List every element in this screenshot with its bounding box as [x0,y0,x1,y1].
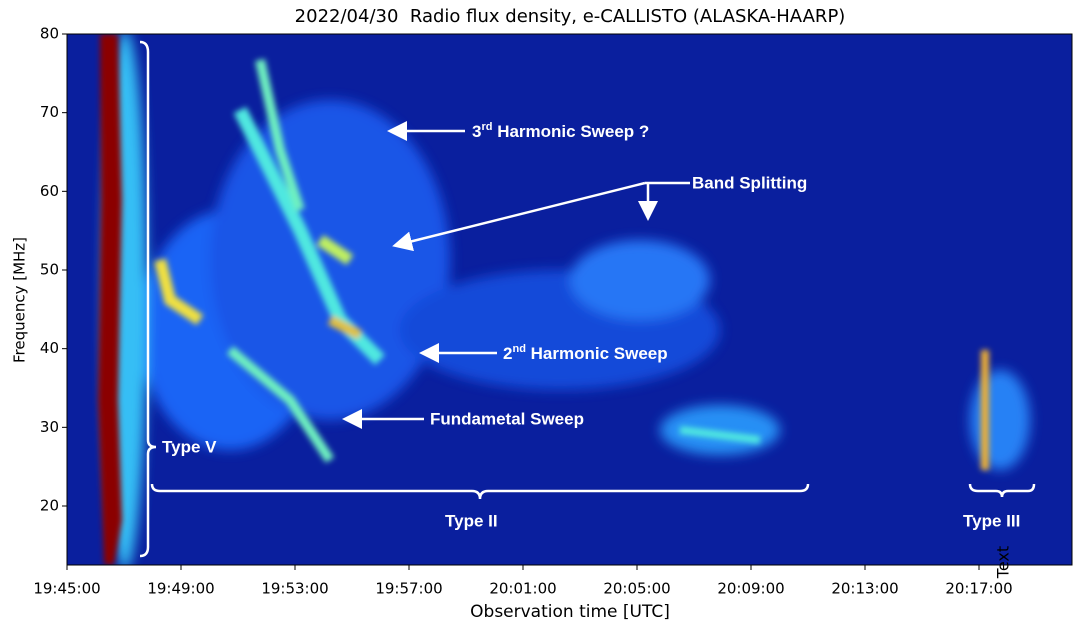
spectrogram-image [67,34,1072,565]
y-tick-label: 60 [40,182,59,200]
annotation: 3rd Harmonic Sweep ? [472,121,649,142]
y-axis-label: Frequency [MHz] [11,237,29,363]
annotation-text: nd [512,343,525,355]
y-tick-label: 70 [40,103,59,121]
x-axis-label: Observation time [UTC] [470,602,670,622]
annotation-text: Harmonic Sweep [526,344,668,363]
annotation-text: 2 [503,344,512,363]
x-tick-label: 20:01:00 [489,580,556,598]
x-tick-label: 20:13:00 [831,580,898,598]
annotations: 3rd Harmonic Sweep ? Band Splitting 2nd … [139,40,1036,579]
annotation: Type III [963,511,1020,530]
y-tick-label: 80 [40,25,59,43]
x-tick-label: 19:53:00 [261,580,328,598]
x-tick-label: 19:49:00 [147,580,214,598]
bracket [968,483,1036,498]
y-tick-label: 30 [40,418,59,436]
annotation: Text [994,546,1013,579]
annotation-text: Harmonic Sweep ? [492,122,649,141]
bracket [139,40,157,558]
arrow [392,181,646,252]
annotation: Fundametal Sweep [430,409,584,428]
annotation: Type V [162,437,217,456]
annotation-text: 3 [472,122,481,141]
bracket [150,483,810,500]
plot-frame [66,33,1073,566]
annotation: 2nd Harmonic Sweep [503,343,668,364]
y-tick-label: 40 [40,339,59,357]
annotation: Type II [445,511,498,530]
x-tick-label: 19:57:00 [375,580,442,598]
x-tick-label: 20:17:00 [945,580,1012,598]
x-tick-label: 20:05:00 [603,580,670,598]
y-tick-label: 50 [40,261,59,279]
x-tick-label: 20:09:00 [717,580,784,598]
chart-title: 2022/04/30 Radio flux density, e-CALLIST… [295,6,846,27]
x-tick-label: 19:45:00 [33,580,100,598]
annotation: Band Splitting [692,173,807,192]
annotation-text: rd [481,121,492,133]
y-tick-label: 20 [40,497,59,515]
